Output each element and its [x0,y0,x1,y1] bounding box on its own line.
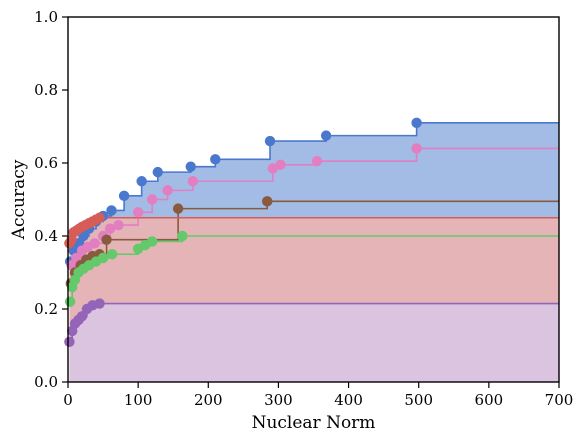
x-tick-label: 0 [63,391,73,409]
y-tick-label: 0.4 [34,227,58,245]
series-4-point [106,249,118,260]
series-2-point [101,234,112,245]
series-4-point [97,252,109,264]
x-axis-ticks: 0 100 200 300 400 500 600 700 [63,382,573,409]
series-0-point [411,117,422,129]
x-axis-label: Nuclear Norm [252,413,376,432]
series-0-point [118,190,130,202]
plot-frame [67,16,560,383]
y-axis-ticks: 0.0 0.2 0.4 0.6 0.8 1.0 [34,8,68,391]
series-1-point [104,223,116,234]
series-1-point [187,176,199,187]
series-1-point [162,185,173,196]
series-1-point [275,159,286,171]
series-4-point [146,236,158,247]
y-tick-label: 0.8 [34,81,58,99]
series-2-point [172,203,184,214]
series-5-point [64,336,75,348]
series-0-point [185,161,196,172]
y-tick-label: 0.6 [34,154,58,172]
series-0-point [210,154,221,165]
series-5-point [76,311,88,322]
y-tick-label: 1.0 [34,8,58,26]
series-1-point [113,219,124,231]
x-tick-label: 500 [404,391,433,409]
y-axis-label: Accuracy [9,159,29,240]
y-tick-label: 0.0 [34,373,58,391]
x-tick-label: 100 [124,391,153,409]
series-3-point [94,212,105,223]
series-2-point [262,196,273,207]
x-tick-label: 300 [264,391,293,409]
series-0-point [106,205,117,216]
series-1-point [132,207,144,218]
series-1-point [311,155,323,167]
x-tick-label: 700 [545,391,574,409]
series-1-point [146,194,158,205]
series-0-point [136,176,147,187]
series-5-point [94,298,105,309]
series-0-point [264,135,276,147]
series-markers [64,117,422,348]
series-0-point [320,130,332,141]
series-4-point [177,230,188,242]
x-tick-label: 400 [334,391,363,409]
y-tick-label: 0.2 [34,300,58,318]
series-5-fill [69,303,559,382]
series-0-point [152,166,163,178]
series-4-point [64,296,76,307]
series-1-point [411,143,422,154]
series-1-point [89,238,100,249]
series-1-point [267,163,279,174]
x-tick-label: 600 [475,391,504,409]
x-tick-label: 200 [194,391,223,409]
